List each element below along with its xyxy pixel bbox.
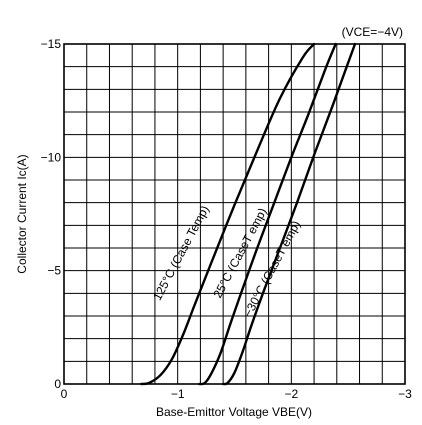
x-tick-label: −2 (284, 387, 298, 401)
series-line-0 (140, 42, 316, 386)
y-tick-label: −5 (47, 264, 61, 278)
series-line-2 (221, 42, 357, 386)
grid (64, 44, 405, 384)
condition-note: (VCE=−4V) (342, 25, 403, 39)
x-tick-label: −1 (171, 387, 185, 401)
x-axis-label: Base-Emittor Voltage VBE(V) (156, 405, 312, 419)
y-tick-label: −10 (41, 150, 62, 164)
curve-labels: 125°C (Case Temp)25°C (CaseT emp)−30°C (… (150, 203, 303, 319)
x-tick-label: 0 (61, 387, 68, 401)
y-axis-label: Collector Current Ic(A) (15, 154, 29, 273)
series-line-1 (198, 42, 337, 386)
plot-frame (63, 43, 406, 385)
tick-labels: 0 −1 −2 −3 0 −5 −10 −15 (41, 37, 413, 401)
curves (140, 42, 357, 386)
y-tick-label: 0 (54, 377, 61, 391)
y-tick-label: −15 (41, 37, 62, 51)
x-tick-label: −3 (398, 387, 412, 401)
